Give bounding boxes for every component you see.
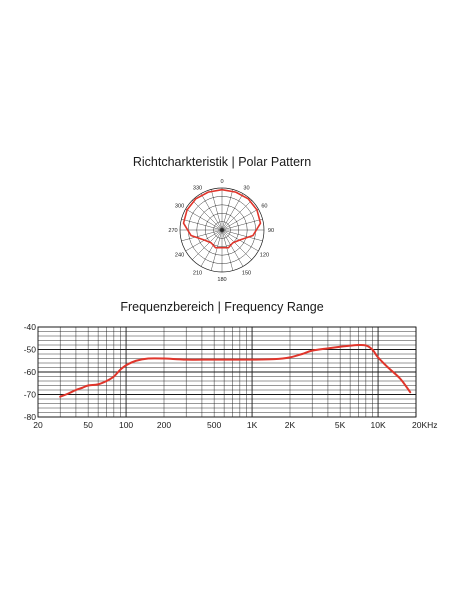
- polar-grid-spoke: [221, 218, 263, 231]
- polar-angle-label: 240: [175, 253, 184, 259]
- polar-grid-spoke: [192, 229, 223, 260]
- polar-grid-spoke: [221, 208, 259, 231]
- polar-center-mark: [219, 227, 225, 233]
- polar-angle-label: 0: [220, 179, 223, 185]
- polar-angle-label: 300: [175, 204, 184, 210]
- frequency-response-curve: [59, 343, 412, 398]
- polar-angle-label: 120: [260, 253, 269, 259]
- polar-grid-spoke: [181, 218, 223, 231]
- polar-angle-label: 150: [242, 270, 251, 276]
- x-tick-label: 50: [83, 420, 93, 430]
- polar-grid-spoke: [200, 229, 223, 267]
- x-tick-label: 5K: [335, 420, 346, 430]
- polar-pattern-curve: [182, 188, 262, 249]
- polar-angle-label: 180: [217, 277, 226, 283]
- y-tick-label: -80: [24, 412, 37, 422]
- polar-grid-spoke: [192, 200, 223, 231]
- polar-title: Richtcharkteristik | Polar Pattern: [133, 155, 311, 169]
- polar-grid-spoke: [185, 208, 223, 231]
- polar-angle-label: 270: [168, 228, 177, 234]
- y-tick-label: -70: [24, 390, 37, 400]
- x-tick-label: 20KHz: [412, 420, 438, 430]
- polar-pattern-chart: 0 30 60 90 120 150 180 210 240 270 300 330: [168, 179, 274, 283]
- polar-grid-spoke: [221, 229, 234, 271]
- polar-grid-spoke: [221, 229, 252, 260]
- polar-angle-label: 330: [193, 186, 202, 192]
- x-tick-label: 2K: [285, 420, 296, 430]
- polar-grid-spoke: [181, 229, 223, 242]
- x-tick-label: 10K: [371, 420, 386, 430]
- x-tick-label: 500: [207, 420, 221, 430]
- x-tick-label: 200: [157, 420, 171, 430]
- y-tick-label: -40: [24, 322, 37, 332]
- polar-grid-spoke: [200, 193, 223, 231]
- x-tick-label: 100: [119, 420, 133, 430]
- frequency-title: Frequenzbereich | Frequency Range: [120, 300, 323, 314]
- y-tick-label: -60: [24, 367, 37, 377]
- polar-grid-spoke: [210, 189, 223, 231]
- polar-grid-spoke: [221, 229, 263, 242]
- polar-grid-spoke: [210, 229, 223, 271]
- polar-grid-spoke: [221, 229, 244, 267]
- polar-angle-label: 90: [268, 228, 274, 234]
- polar-grid-spoke: [221, 200, 252, 231]
- x-tick-label: 1K: [247, 420, 258, 430]
- polar-angle-label: 60: [261, 204, 267, 210]
- polar-angle-label: 210: [193, 270, 202, 276]
- polar-grid-spoke: [221, 193, 244, 231]
- y-tick-label: -50: [24, 345, 37, 355]
- x-tick-label: 20: [33, 420, 43, 430]
- polar-grid-spoke: [221, 189, 234, 231]
- polar-angle-label: 30: [243, 186, 249, 192]
- freq-plot-frame: [37, 326, 417, 418]
